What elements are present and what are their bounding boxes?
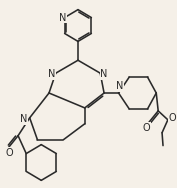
Text: N: N bbox=[48, 69, 56, 79]
Text: N: N bbox=[116, 81, 123, 91]
Text: O: O bbox=[169, 113, 176, 123]
Text: N: N bbox=[59, 13, 66, 23]
Text: N: N bbox=[20, 114, 28, 124]
Text: O: O bbox=[6, 148, 13, 158]
Text: N: N bbox=[100, 69, 108, 79]
Text: O: O bbox=[143, 123, 150, 133]
